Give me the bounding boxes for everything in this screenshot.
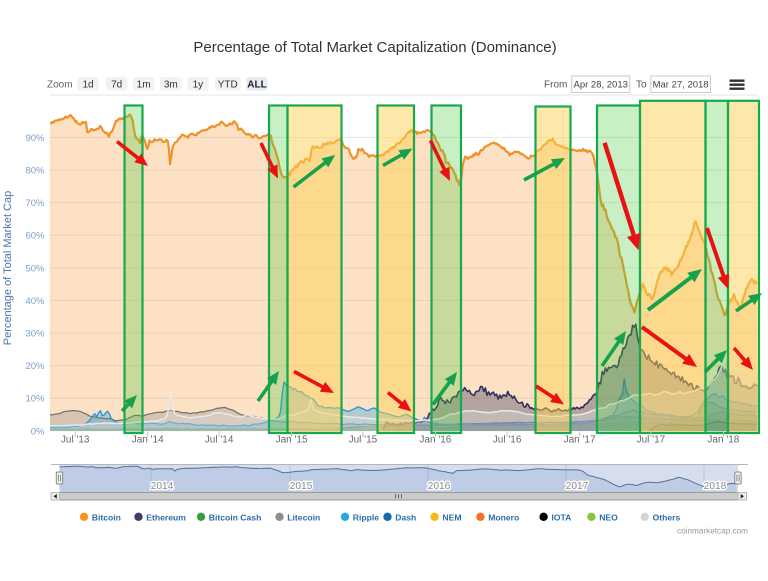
svg-text:2018: 2018: [704, 481, 727, 492]
svg-text:Apr 28, 2013: Apr 28, 2013: [573, 80, 627, 91]
svg-text:90%: 90%: [25, 133, 45, 144]
svg-text:Percentage of Total Market Cap: Percentage of Total Market Capitalizatio…: [193, 39, 556, 56]
svg-text:80%: 80%: [25, 166, 45, 177]
svg-text:2016: 2016: [428, 481, 451, 492]
svg-text:Percentage of Total Market Cap: Percentage of Total Market Cap: [2, 191, 14, 346]
svg-text:2017: 2017: [566, 481, 589, 492]
svg-text:70%: 70%: [25, 198, 45, 209]
svg-text:To: To: [636, 80, 647, 91]
svg-text:60%: 60%: [25, 231, 45, 242]
svg-text:Jul '14: Jul '14: [205, 435, 234, 446]
svg-text:Ethereum: Ethereum: [146, 513, 186, 523]
svg-text:Jan '15: Jan '15: [276, 435, 308, 446]
svg-text:Jan '14: Jan '14: [132, 435, 164, 446]
svg-text:Bitcoin Cash: Bitcoin Cash: [209, 513, 262, 523]
svg-text:Ripple: Ripple: [353, 513, 379, 523]
svg-text:Dash: Dash: [395, 513, 416, 523]
svg-text:Jan '16: Jan '16: [419, 435, 451, 446]
svg-text:Jul '16: Jul '16: [493, 435, 522, 446]
svg-text:40%: 40%: [25, 296, 45, 307]
svg-text:Jan '18: Jan '18: [707, 435, 739, 446]
svg-text:Mar 27, 2018: Mar 27, 2018: [653, 80, 709, 91]
svg-text:2014: 2014: [151, 481, 174, 492]
svg-text:From: From: [544, 80, 567, 91]
svg-text:Bitcoin: Bitcoin: [92, 513, 121, 523]
svg-text:1m: 1m: [137, 80, 151, 91]
svg-text:IOTA: IOTA: [551, 513, 571, 523]
svg-text:ALL: ALL: [247, 80, 266, 91]
svg-text:20%: 20%: [25, 361, 45, 372]
svg-text:7d: 7d: [111, 80, 122, 91]
svg-text:0%: 0%: [31, 426, 45, 437]
svg-text:Jul '17: Jul '17: [637, 435, 666, 446]
svg-text:YTD: YTD: [218, 80, 238, 91]
svg-text:10%: 10%: [25, 394, 45, 405]
svg-text:Monero: Monero: [488, 513, 519, 523]
svg-text:Jan '17: Jan '17: [564, 435, 596, 446]
svg-text:Zoom: Zoom: [47, 80, 73, 91]
svg-text:1y: 1y: [193, 80, 204, 91]
svg-text:Jul '13: Jul '13: [61, 435, 90, 446]
svg-text:NEM: NEM: [442, 513, 461, 523]
svg-text:coinmarketcap.com: coinmarketcap.com: [677, 527, 748, 536]
svg-text:1d: 1d: [82, 80, 93, 91]
svg-text:Jul '15: Jul '15: [349, 435, 378, 446]
svg-text:30%: 30%: [25, 329, 45, 340]
svg-text:NEO: NEO: [599, 513, 618, 523]
svg-text:3m: 3m: [164, 80, 178, 91]
svg-text:2015: 2015: [290, 481, 313, 492]
svg-text:Others: Others: [653, 513, 681, 523]
svg-text:Litecoin: Litecoin: [287, 513, 320, 523]
svg-text:50%: 50%: [25, 263, 45, 274]
